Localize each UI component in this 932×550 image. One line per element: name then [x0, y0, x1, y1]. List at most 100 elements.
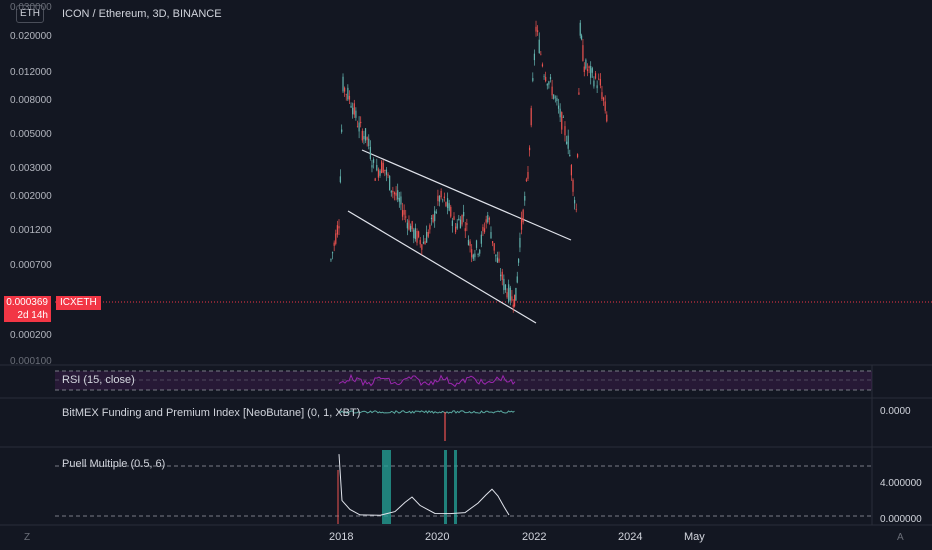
candle-body — [331, 252, 334, 254]
candle-body — [355, 110, 357, 118]
candle-body — [578, 92, 580, 95]
time-axis-label-2024: 2024 — [618, 531, 643, 543]
candle-body — [498, 258, 500, 262]
candle-body — [541, 64, 544, 67]
candle-body — [458, 218, 460, 221]
time-axis-label-2018: 2018 — [329, 531, 354, 543]
candle-body — [527, 171, 529, 179]
candle-body — [342, 76, 344, 92]
candle-body — [389, 175, 391, 191]
puell-pane-title[interactable]: Puell Multiple (0.5, 6) — [62, 458, 166, 470]
candle-body — [565, 141, 568, 144]
candle-body — [528, 147, 531, 151]
candle-body — [451, 220, 453, 226]
candle-body — [416, 231, 418, 243]
candle-body — [381, 161, 383, 174]
candle-body — [345, 94, 347, 95]
candle-body — [508, 284, 510, 302]
candle-body — [443, 196, 445, 199]
candle-body — [594, 73, 597, 79]
candle-body — [579, 22, 581, 36]
funding-series — [338, 410, 515, 441]
candle-body — [459, 219, 462, 229]
candle-body — [556, 98, 558, 102]
candle-body — [409, 225, 412, 232]
candle-body — [368, 138, 370, 147]
puell-buy-zone-0 — [382, 450, 391, 524]
candle-body — [604, 101, 606, 111]
funding-pane-title[interactable]: BitMEX Funding and Premium Index [NeoBut… — [62, 407, 361, 419]
last-price-badge: 0.000369 2d 14h — [4, 296, 51, 322]
candle-body — [511, 296, 513, 301]
candle-body — [453, 216, 455, 220]
candle-body — [419, 240, 421, 245]
candle-body — [593, 80, 595, 87]
candle-body — [546, 83, 548, 86]
candle-body — [477, 253, 479, 256]
candle-body — [398, 197, 400, 202]
candle-body — [400, 196, 402, 205]
candle-body — [414, 228, 416, 239]
candle-body — [533, 53, 536, 61]
candle-body — [545, 76, 547, 82]
price-axis-label-9: 0.000200 — [10, 330, 52, 341]
candle-body — [350, 105, 352, 108]
candle-body — [455, 226, 457, 233]
candle-body — [464, 228, 466, 232]
candle-body — [438, 196, 441, 202]
price-axis-label-8: 0.000700 — [10, 260, 52, 271]
timezone-z-icon[interactable]: Z — [24, 532, 31, 543]
price-axis-label-10: 0.000100 — [10, 356, 52, 367]
candle-body — [500, 274, 502, 277]
candle-body — [583, 66, 585, 72]
candle-body — [374, 178, 376, 181]
candle-body — [442, 199, 444, 201]
puell-buy-zone-1 — [444, 450, 447, 524]
candle-body — [549, 77, 552, 80]
base-currency-badge[interactable]: ETH — [16, 5, 44, 23]
candle-body — [406, 222, 408, 229]
price-axis-label-4: 0.005000 — [10, 129, 52, 140]
candle-body — [576, 154, 579, 158]
candle-body — [421, 244, 423, 250]
candle-body — [390, 190, 392, 193]
candle-body — [408, 220, 410, 230]
candle-body — [535, 26, 537, 32]
candle-body — [553, 94, 555, 99]
candle-body — [570, 165, 573, 176]
candle-body — [537, 30, 539, 32]
candle-body — [524, 196, 526, 201]
candle-body — [418, 231, 420, 238]
auto-scale-a-icon[interactable]: A — [897, 532, 904, 543]
candle-body — [411, 221, 413, 230]
candle-body — [395, 192, 397, 196]
candle-body — [519, 237, 521, 248]
candle-body — [466, 223, 468, 225]
candle-body — [471, 249, 473, 258]
candle-body — [432, 214, 434, 222]
trendline-upper[interactable] — [361, 149, 572, 241]
candle-body — [361, 130, 363, 141]
chart-title: ICON / Ethereum, 3D, BINANCE — [62, 8, 222, 20]
candle-body — [490, 232, 492, 239]
candle-body — [372, 159, 375, 163]
candle-body — [485, 219, 487, 223]
candle-body — [540, 53, 542, 55]
candle-body — [559, 108, 561, 118]
puell-line — [338, 454, 510, 516]
puell-series — [337, 450, 510, 524]
candle-body — [422, 241, 425, 244]
candle-body — [598, 78, 600, 80]
candle-body — [341, 129, 343, 132]
candle-body — [582, 45, 584, 62]
rsi-pane-title[interactable]: RSI (15, close) — [62, 374, 135, 386]
candle-body — [467, 239, 470, 246]
trendline-lower[interactable] — [347, 210, 537, 324]
price-axis-label-2: 0.012000 — [10, 67, 52, 78]
candle-body — [405, 216, 407, 218]
candle-body — [469, 241, 471, 247]
bar-countdown: 2d 14h — [17, 310, 48, 321]
candle-body — [517, 258, 520, 263]
price-axis-label-3: 0.008000 — [10, 95, 52, 106]
